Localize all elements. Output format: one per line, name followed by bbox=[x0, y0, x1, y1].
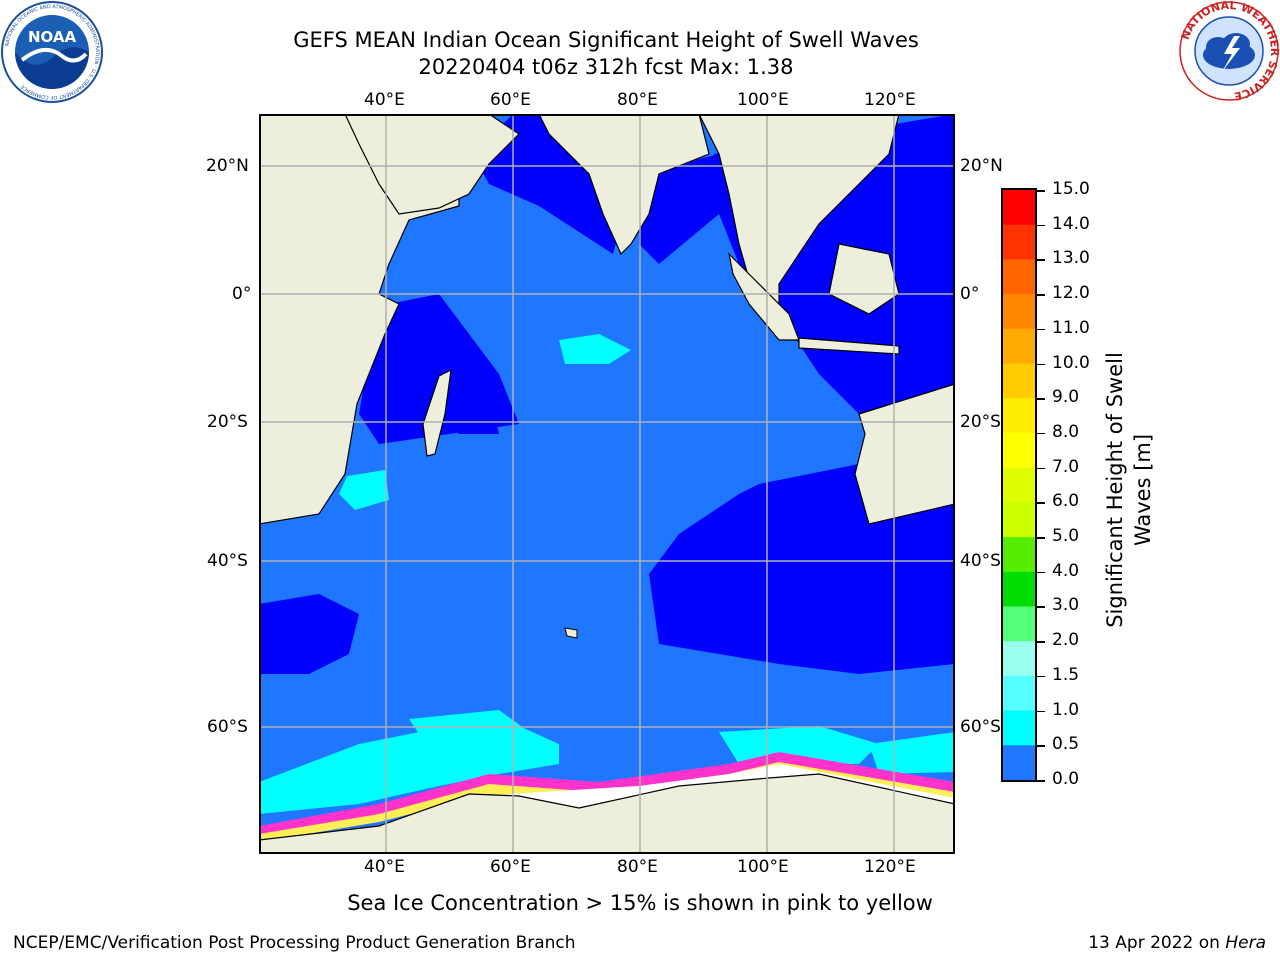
lat-label-left: 0° bbox=[232, 284, 252, 304]
colorbar-tick-mark bbox=[1037, 502, 1045, 504]
colorbar-tick-label: 7.0 bbox=[1052, 456, 1080, 477]
colorbar-segment bbox=[1003, 675, 1035, 712]
colorbar-frame bbox=[1001, 188, 1037, 782]
colorbar-segment bbox=[1003, 571, 1035, 607]
colorbar-tick-label: 0.5 bbox=[1052, 734, 1080, 755]
colorbar-tick-mark bbox=[1037, 294, 1045, 296]
colorbar-tick-label: 9.0 bbox=[1052, 387, 1080, 408]
colorbar-segment bbox=[1003, 224, 1035, 260]
colorbar-tick-label: 15.0 bbox=[1052, 179, 1090, 199]
colorbar-tick-label: 3.0 bbox=[1052, 595, 1080, 616]
colorbar-tick-label: 6.0 bbox=[1052, 491, 1080, 512]
footer-machine: Hera bbox=[1225, 933, 1266, 953]
colorbar-tick-mark bbox=[1037, 259, 1045, 261]
colorbar-segment bbox=[1003, 537, 1035, 573]
graticule bbox=[259, 114, 955, 854]
colorbar-tick-mark bbox=[1037, 432, 1045, 435]
noaa-logo-text: NOAA bbox=[28, 28, 77, 46]
colorbar-tick-label: 12.0 bbox=[1052, 283, 1090, 304]
colorbar-tick-mark bbox=[1037, 745, 1045, 747]
colorbar-tick-mark bbox=[1037, 190, 1045, 192]
lat-label-right: 20°N bbox=[960, 156, 1003, 176]
footer-producer: NCEP/EMC/Verification Post Processing Pr… bbox=[13, 933, 576, 953]
colorbar-tick-label: 11.0 bbox=[1052, 317, 1090, 338]
colorbar-tick-label: 8.0 bbox=[1052, 421, 1080, 442]
lon-label-bottom: 100°E bbox=[737, 857, 789, 877]
colorbar-segment bbox=[1003, 398, 1035, 434]
footer-date-text: 13 Apr 2022 on bbox=[1088, 933, 1226, 953]
lon-label-bottom: 80°E bbox=[617, 857, 658, 877]
high-swell-regions bbox=[259, 334, 955, 814]
colorbar-tick-mark bbox=[1037, 467, 1045, 470]
colorbar-tick-mark bbox=[1037, 363, 1045, 366]
lat-label-right: 60°S bbox=[960, 717, 1001, 737]
lat-label-left: 60°S bbox=[207, 717, 248, 737]
noaa-logo-icon: NOAA NATIONAL OCEANIC AND ATMOSPHERIC AD… bbox=[1, 1, 103, 103]
colorbar-segment bbox=[1003, 294, 1035, 330]
lon-label-top: 120°E bbox=[864, 90, 916, 110]
lat-label-right: 0° bbox=[960, 284, 980, 304]
colorbar-segment bbox=[1003, 641, 1035, 677]
lon-label-top: 60°E bbox=[490, 90, 531, 110]
colorbar-tick-mark bbox=[1037, 537, 1045, 539]
colorbar-tick-label: 0.0 bbox=[1052, 769, 1080, 789]
colorbar-tick-mark bbox=[1037, 328, 1045, 331]
colorbar-segment bbox=[1003, 467, 1035, 503]
lon-label-top: 100°E bbox=[737, 90, 789, 110]
colorbar-segment bbox=[1003, 190, 1035, 226]
lat-label-left: 20°S bbox=[207, 412, 248, 432]
colorbar-tick-mark bbox=[1037, 780, 1045, 782]
colorbar-tick-label: 1.5 bbox=[1052, 664, 1080, 685]
colorbar-title-line1: Significant Height of Swell bbox=[1103, 352, 1127, 628]
lon-label-bottom: 120°E bbox=[864, 857, 916, 877]
colorbar-tick-label: 4.0 bbox=[1052, 560, 1080, 581]
colorbar-segment bbox=[1003, 328, 1035, 365]
lat-label-left: 40°S bbox=[207, 551, 248, 571]
chart-subtitle: 20220404 t06z 312h fcst Max: 1.38 bbox=[418, 55, 794, 79]
lat-label-left: 20°N bbox=[206, 156, 249, 176]
colorbar-segment bbox=[1003, 259, 1035, 295]
colorbar-tick-mark bbox=[1037, 398, 1045, 400]
sea-ice-caption: Sea Ice Concentration > 15% is shown in … bbox=[347, 891, 933, 915]
colorbar-segment bbox=[1003, 502, 1035, 538]
colorbar-tick-label: 13.0 bbox=[1052, 248, 1090, 269]
colorbar-tick-label: 10.0 bbox=[1052, 352, 1090, 373]
colorbar-title: Significant Height of Swell Waves [m] bbox=[1103, 352, 1155, 628]
chart-title: GEFS MEAN Indian Ocean Significant Heigh… bbox=[293, 28, 919, 52]
lon-label-bottom: 60°E bbox=[490, 857, 531, 877]
nws-logo-icon: NATIONAL WEATHER SERVICE bbox=[1179, 0, 1280, 102]
colorbar-tick-mark bbox=[1037, 224, 1045, 227]
colorbar bbox=[1001, 188, 1037, 782]
lon-label-top: 40°E bbox=[364, 90, 405, 110]
colorbar-tick-label: 14.0 bbox=[1052, 213, 1090, 234]
footer-date: 13 Apr 2022 on Hera bbox=[1088, 933, 1266, 953]
map-frame bbox=[259, 114, 955, 854]
lon-label-top: 80°E bbox=[617, 90, 658, 110]
colorbar-tick-label: 2.0 bbox=[1052, 630, 1080, 651]
colorbar-tick-mark bbox=[1037, 641, 1045, 643]
colorbar-title-line2: Waves [m] bbox=[1131, 434, 1155, 546]
lon-label-bottom: 40°E bbox=[364, 857, 405, 877]
colorbar-tick-mark bbox=[1037, 675, 1045, 678]
colorbar-segment bbox=[1003, 710, 1035, 746]
colorbar-segment bbox=[1003, 606, 1035, 642]
colorbar-segment bbox=[1003, 432, 1035, 469]
colorbar-segment bbox=[1003, 363, 1035, 399]
colorbar-tick-mark bbox=[1037, 710, 1045, 713]
colorbar-segment bbox=[1003, 745, 1035, 781]
ocean-map bbox=[259, 114, 955, 854]
lat-label-right: 20°S bbox=[960, 412, 1001, 432]
lat-label-right: 40°S bbox=[960, 551, 1001, 571]
colorbar-tick-mark bbox=[1037, 606, 1045, 608]
colorbar-tick-label: 5.0 bbox=[1052, 526, 1080, 547]
colorbar-tick-label: 1.0 bbox=[1052, 699, 1080, 720]
colorbar-tick-mark bbox=[1037, 571, 1045, 574]
kerguelen-island bbox=[564, 627, 578, 639]
